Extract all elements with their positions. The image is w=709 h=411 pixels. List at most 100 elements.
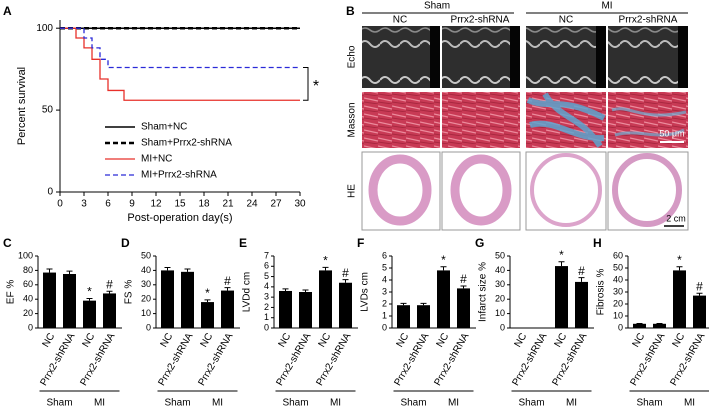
bar [673,270,686,328]
error-bar [224,287,231,291]
error-bar [86,297,93,301]
echo-image [608,26,688,88]
error-bar [282,288,289,291]
legend-label: MI+NC [141,154,172,165]
significance-label: * [205,286,210,300]
fibrosis [526,92,606,148]
bar [437,270,450,328]
error-bar [440,266,447,271]
significance-bracket [303,67,309,101]
group-label: MI [684,398,695,409]
group-label: MI [566,398,577,409]
group-label: Sham [518,398,544,409]
y-tick-label: 1 [382,310,387,320]
he-images: 2 cm [361,151,689,231]
survival-line [60,27,300,101]
y-axis-label: FS % [124,280,135,305]
echo-image [442,26,520,88]
y-tick-label: 20 [613,298,623,308]
column-label: Prrx2-shRNA [619,15,678,26]
x-tick-label: NC [435,331,452,349]
x-tick-label: 27 [270,199,282,210]
x-tick-label: 12 [150,199,162,210]
group-label: Sham [282,398,308,409]
significance-label: # [342,266,349,280]
y-tick-label: 6 [264,261,269,271]
y-tick-label: 40 [495,265,505,275]
group-label: MI [448,398,459,409]
error-bar [558,261,565,267]
bar [653,323,666,328]
error-bar [696,292,703,296]
y-tick-label: 40 [613,274,623,284]
group-label: MI [330,398,341,409]
x-tick-label: NC [553,331,570,349]
echo-image [526,26,606,88]
error-bar [676,266,683,271]
error-bar [302,289,309,292]
y-axis-label: LVDs cm [360,272,371,312]
error-bar [184,268,191,272]
masson-image [442,92,520,148]
scale-label: 2 cm [666,213,686,223]
y-tick-label: 0 [47,187,53,198]
y-tick-label: 20 [23,308,33,318]
masson-image [608,92,688,148]
significance-label: * [559,248,564,262]
bar [201,302,214,328]
x-tick-label: NC [513,331,530,349]
panel-label: B [346,4,355,18]
significance-label: # [106,277,113,291]
group-label: MI [601,1,612,12]
bar [575,281,588,328]
echo-images [362,26,688,88]
y-tick-label: 50 [495,250,505,260]
bar [417,305,430,328]
y-tick-label: 7 [264,250,269,260]
y-tick-label: 100 [36,23,53,34]
significance-label: * [677,253,682,267]
significance-label: * [323,253,328,267]
row-label: HE [347,184,358,198]
bar [83,300,96,328]
error-bar [66,270,73,274]
panel-label: H [593,236,602,250]
y-tick-label: 60 [613,250,623,260]
error-bar [420,302,427,306]
error-bar [46,268,53,273]
error-bar [322,266,329,271]
row-label: Masson [347,102,358,137]
x-tick-label: NC [317,331,334,349]
y-tick-label: 2 [264,302,269,312]
masson-image [362,92,440,148]
fibrosis [611,107,687,137]
panel-label: D [121,236,130,250]
column-label: Prrx2-shRNA [451,15,510,26]
y-tick-label: 60 [23,279,33,289]
y-tick-label: 40 [23,294,33,304]
y-tick-label: 0 [382,322,387,332]
y-tick-label: 0 [500,322,505,332]
panel-label: G [475,236,484,250]
x-tick-label: 15 [174,199,186,210]
legend-label: MI+Prrx2-shRNA [141,170,217,181]
y-tick-label: 0 [264,322,269,332]
y-tick-label: 80 [23,265,33,275]
y-tick-label: 1 [264,312,269,322]
x-tick-label: NC [631,331,648,349]
y-tick-label: 10 [495,308,505,318]
bar [161,270,174,328]
y-tick-label: 50 [141,250,151,260]
error-bar [342,279,349,283]
y-axis-label: EF % [6,280,17,305]
heart-section [612,153,682,227]
significance-label: # [578,264,585,278]
column-label: NC [559,15,573,26]
y-tick-label: 20 [141,294,151,304]
error-bar [106,290,113,294]
x-axis-label: Post-operation day(s) [127,212,232,224]
group-label: Sham [164,398,190,409]
bar [555,266,568,328]
panel-label: E [239,236,247,250]
